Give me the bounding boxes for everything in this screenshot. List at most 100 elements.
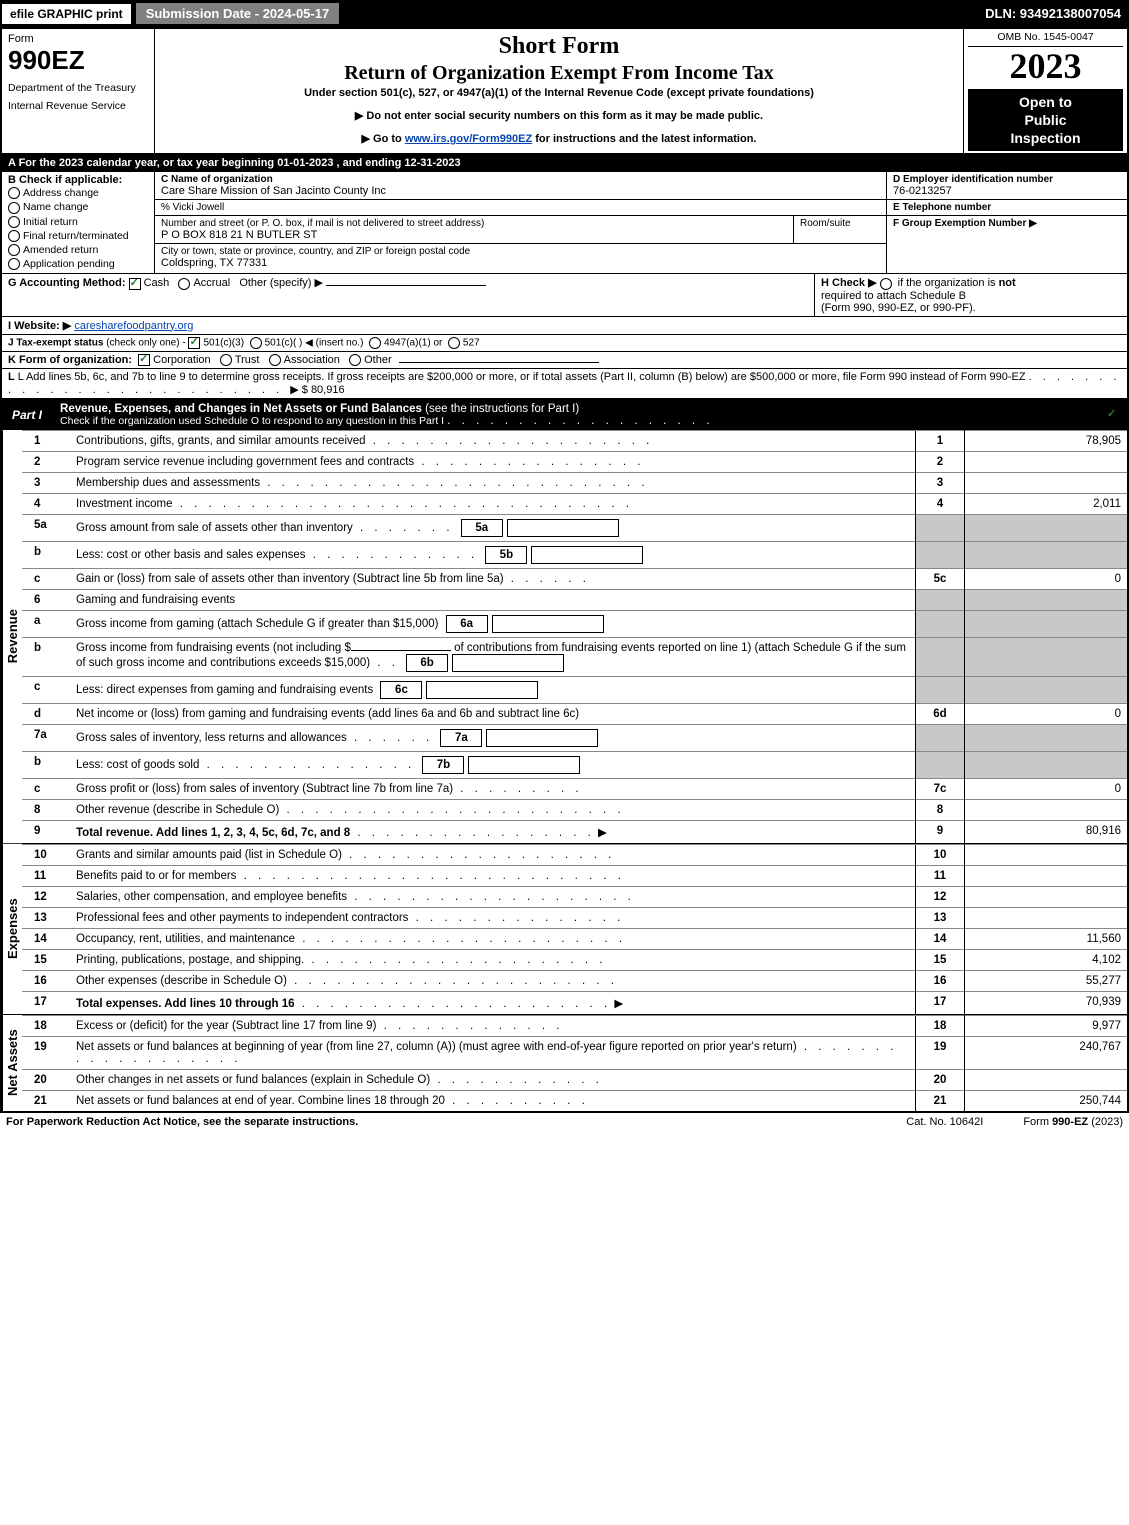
net-assets-table: 18Excess or (deficit) for the year (Subt… (22, 1015, 1127, 1111)
c-name-label: C Name of organization (161, 174, 880, 185)
goto-suffix: for instructions and the latest informat… (532, 133, 756, 145)
line-12: 12Salaries, other compensation, and empl… (22, 886, 1127, 907)
expenses-side-label: Expenses (2, 844, 22, 1014)
j-527[interactable] (448, 337, 460, 349)
line-13: 13Professional fees and other payments t… (22, 907, 1127, 928)
part-1-sub: Check if the organization used Schedule … (60, 415, 444, 427)
city-state-zip: Coldspring, TX 77331 (161, 257, 880, 269)
j-501c[interactable] (250, 337, 262, 349)
part-1-title: Revenue, Expenses, and Changes in Net As… (60, 403, 422, 415)
line-10: 10Grants and similar amounts paid (list … (22, 844, 1127, 865)
line-19: 19Net assets or fund balances at beginni… (22, 1036, 1127, 1069)
line-4: 4Investment income . . . . . . . . . . .… (22, 493, 1127, 514)
revenue-table: 1Contributions, gifts, grants, and simil… (22, 430, 1127, 843)
top-bar: efile GRAPHIC print Submission Date - 20… (0, 0, 1129, 27)
line-8: 8Other revenue (describe in Schedule O) … (22, 799, 1127, 820)
e-phone-label: E Telephone number (893, 202, 1121, 213)
line-2: 2Program service revenue including gover… (22, 451, 1127, 472)
line-k: K Form of organization: Corporation Trus… (2, 352, 1127, 369)
line-5b: bLess: cost or other basis and sales exp… (22, 541, 1127, 568)
line-6c: cLess: direct expenses from gaming and f… (22, 676, 1127, 703)
omb-number: OMB No. 1545-0047 (968, 31, 1123, 47)
line-5a: 5aGross amount from sale of assets other… (22, 514, 1127, 541)
submission-date-button[interactable]: Submission Date - 2024-05-17 (135, 2, 341, 25)
j-4947[interactable] (369, 337, 381, 349)
line-j: J Tax-exempt status (check only one) - 5… (2, 335, 1127, 352)
form-label: Form (8, 33, 148, 45)
check-address-change[interactable]: Address change (8, 186, 148, 200)
k-corp[interactable] (138, 354, 150, 366)
line-6a: aGross income from gaming (attach Schedu… (22, 610, 1127, 637)
line-17: 17Total expenses. Add lines 10 through 1… (22, 991, 1127, 1014)
line-21: 21Net assets or fund balances at end of … (22, 1090, 1127, 1111)
city-label: City or town, state or province, country… (161, 246, 880, 257)
check-amended-return[interactable]: Amended return (8, 243, 148, 257)
k-assoc[interactable] (269, 354, 281, 366)
inspection: Inspection (974, 129, 1117, 147)
k-trust[interactable] (220, 354, 232, 366)
section-a-period: A For the 2023 calendar year, or tax yea… (2, 154, 1127, 172)
public: Public (974, 111, 1117, 129)
line-7c: cGross profit or (loss) from sales of in… (22, 778, 1127, 799)
line-3: 3Membership dues and assessments . . . .… (22, 472, 1127, 493)
part-1-tag: Part I (2, 405, 52, 425)
tax-year: 2023 (968, 47, 1123, 87)
addr-label: Number and street (or P. O. box, if mail… (161, 218, 787, 229)
g-accrual-check[interactable] (178, 278, 190, 290)
irs-link[interactable]: www.irs.gov/Form990EZ (405, 133, 532, 145)
short-form-title: Short Form (163, 33, 955, 60)
line-h: H Check ▶ if the organization is not req… (814, 274, 1127, 315)
goto-prefix: ▶ Go to (362, 133, 405, 145)
check-final-return[interactable]: Final return/terminated (8, 229, 148, 243)
d-ein-label: D Employer identification number (893, 174, 1121, 185)
line-6: 6Gaming and fundraising events (22, 589, 1127, 610)
line-11: 11Benefits paid to or for members . . . … (22, 865, 1127, 886)
line-7a: 7aGross sales of inventory, less returns… (22, 724, 1127, 751)
efile-print-button[interactable]: efile GRAPHIC print (2, 4, 131, 24)
check-initial-return[interactable]: Initial return (8, 215, 148, 229)
goto-line: ▶ Go to www.irs.gov/Form990EZ for instru… (163, 132, 955, 145)
line-6d: dNet income or (loss) from gaming and fu… (22, 703, 1127, 724)
form-header: Form 990EZ Department of the Treasury In… (2, 29, 1127, 154)
paperwork-notice: For Paperwork Reduction Act Notice, see … (6, 1116, 358, 1128)
f-group-exemption: F Group Exemption Number ▶ (893, 218, 1121, 229)
return-title: Return of Organization Exempt From Incom… (163, 62, 955, 85)
form-footer: Form 990-EZ (2023) (1023, 1116, 1123, 1128)
g-label: G Accounting Method: (8, 277, 126, 289)
page-footer: For Paperwork Reduction Act Notice, see … (0, 1113, 1129, 1131)
dln-label: DLN: 93492138007054 (985, 6, 1127, 21)
g-cash-check[interactable] (129, 278, 141, 290)
line-20: 20Other changes in net assets or fund ba… (22, 1069, 1127, 1090)
part-1-schedule-o-check[interactable] (1106, 409, 1118, 421)
form-code: 990EZ (8, 45, 148, 76)
open-public-box: Open to Public Inspection (968, 89, 1123, 152)
section-b-checks: B Check if applicable: Address change Na… (2, 172, 155, 273)
line-18: 18Excess or (deficit) for the year (Subt… (22, 1015, 1127, 1036)
h-check[interactable] (880, 278, 892, 290)
k-other[interactable] (349, 354, 361, 366)
care-of: % Vicki Jowell (155, 200, 886, 216)
website-link[interactable]: caresharefoodpantry.org (74, 320, 193, 332)
line-5c: cGain or (loss) from sale of assets othe… (22, 568, 1127, 589)
check-b-title: B Check if applicable: (8, 174, 148, 186)
net-assets-side-label: Net Assets (2, 1015, 22, 1111)
cat-number: Cat. No. 10642I (906, 1116, 983, 1128)
street-address: P O BOX 818 21 N BUTLER ST (161, 229, 787, 241)
expenses-table: 10Grants and similar amounts paid (list … (22, 844, 1127, 1014)
check-application-pending[interactable]: Application pending (8, 257, 148, 271)
line-7b: bLess: cost of goods sold . . . . . . . … (22, 751, 1127, 778)
part-1-header: Part I Revenue, Expenses, and Changes in… (2, 399, 1127, 430)
line-6b: bGross income from fundraising events (n… (22, 637, 1127, 676)
line-16: 16Other expenses (describe in Schedule O… (22, 970, 1127, 991)
check-name-change[interactable]: Name change (8, 200, 148, 214)
line-9: 9Total revenue. Add lines 1, 2, 3, 4, 5c… (22, 820, 1127, 843)
ein-value: 76-0213257 (893, 185, 1121, 197)
ssn-warning: ▶ Do not enter social security numbers o… (163, 109, 955, 122)
room-suite-label: Room/suite (793, 216, 886, 243)
line-15: 15Printing, publications, postage, and s… (22, 949, 1127, 970)
line-1: 1Contributions, gifts, grants, and simil… (22, 430, 1127, 451)
dept-irs: Internal Revenue Service (8, 100, 148, 112)
j-501c3[interactable] (188, 337, 200, 349)
under-section: Under section 501(c), 527, or 4947(a)(1)… (163, 87, 955, 99)
line-l: L L Add lines 5b, 6c, and 7b to line 9 t… (2, 369, 1127, 399)
